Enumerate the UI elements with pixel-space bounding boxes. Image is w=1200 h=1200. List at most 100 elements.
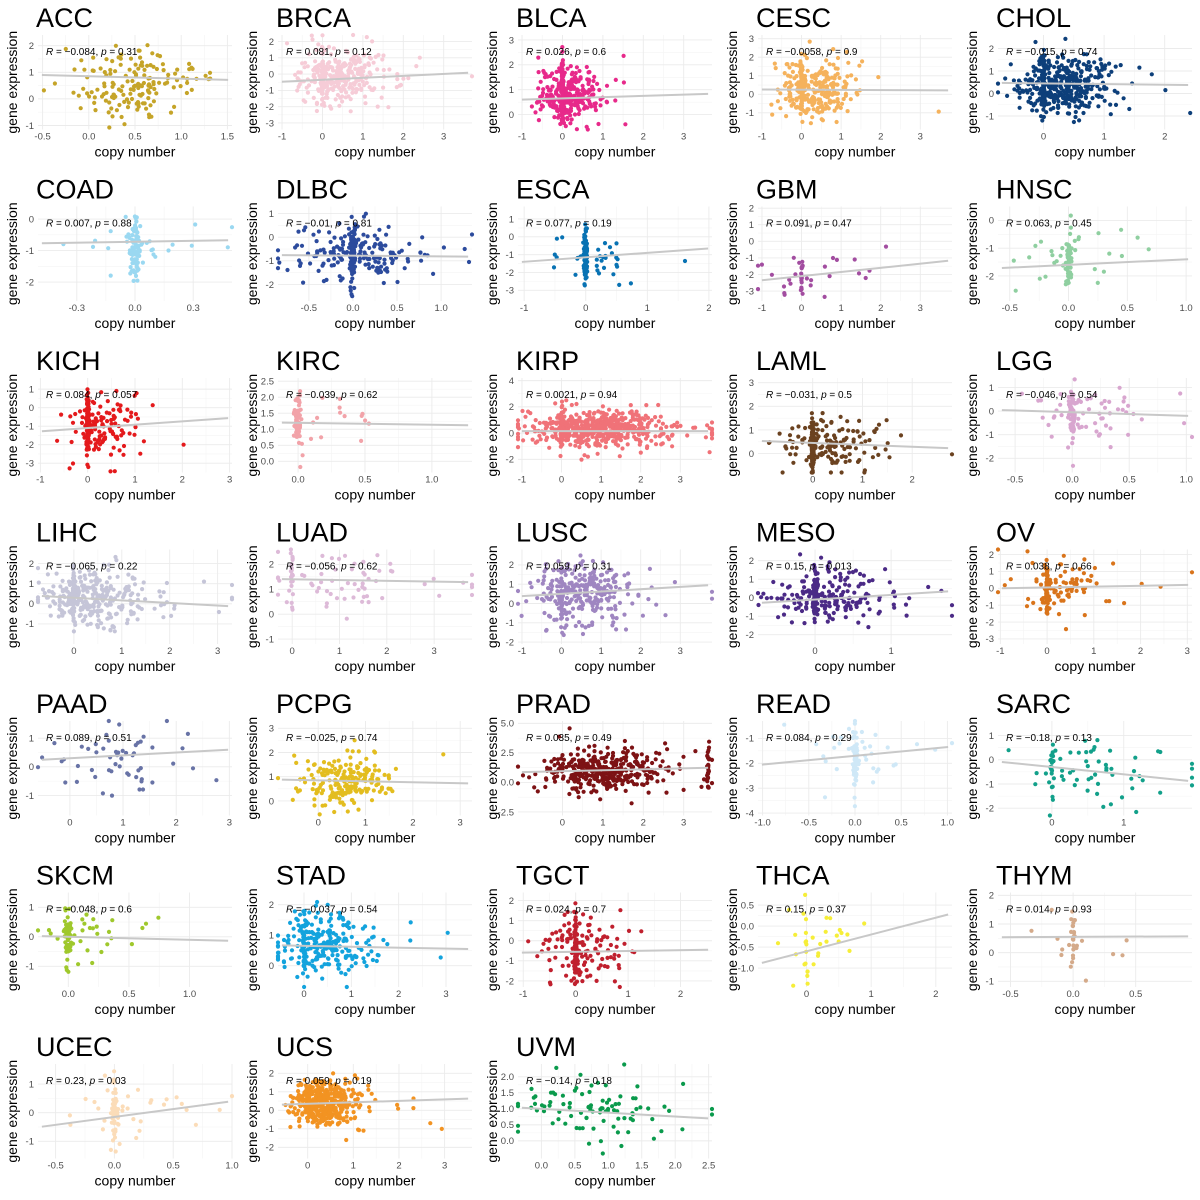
data-point xyxy=(419,258,424,263)
data-point xyxy=(1052,99,1057,105)
correlation-stats: R = 0.084, p = 0.057 xyxy=(46,390,138,401)
data-point xyxy=(1017,95,1022,100)
data-point xyxy=(949,613,955,618)
data-point xyxy=(383,267,388,272)
data-point xyxy=(620,411,625,416)
data-point xyxy=(348,82,353,87)
data-point xyxy=(1044,110,1049,115)
x-tick-label: -1 xyxy=(758,303,766,314)
data-point xyxy=(103,98,108,103)
data-point xyxy=(114,108,119,113)
data-point xyxy=(643,413,648,418)
data-point xyxy=(584,582,589,588)
data-point xyxy=(301,280,306,285)
data-point xyxy=(1182,421,1187,426)
data-point xyxy=(98,66,103,71)
data-point xyxy=(559,116,565,121)
data-point xyxy=(144,106,149,111)
data-point xyxy=(40,587,46,592)
data-point xyxy=(771,579,776,585)
data-point xyxy=(382,261,387,266)
data-point xyxy=(108,229,113,234)
data-point xyxy=(809,411,815,416)
data-point xyxy=(346,71,351,76)
data-point xyxy=(586,70,591,75)
data-point xyxy=(1076,416,1081,421)
data-point xyxy=(810,416,815,421)
data-point xyxy=(1003,76,1008,81)
data-point xyxy=(1109,69,1114,74)
correlation-stats: R = 0.077, p = 0.19 xyxy=(526,219,612,230)
data-point xyxy=(351,595,356,600)
data-point xyxy=(554,577,559,582)
data-point xyxy=(809,456,814,461)
y-tick-label: 0 xyxy=(989,89,994,100)
data-point xyxy=(586,437,591,442)
data-point xyxy=(337,405,342,410)
data-point xyxy=(808,121,814,126)
data-point xyxy=(297,82,302,87)
x-tick-label: 0 xyxy=(810,475,815,486)
data-point xyxy=(367,85,372,90)
data-point xyxy=(362,572,367,577)
y-tick-label: 0.5 xyxy=(261,441,274,452)
data-point xyxy=(831,610,836,616)
data-point xyxy=(685,433,690,438)
data-point xyxy=(554,236,560,241)
data-point xyxy=(568,106,574,111)
y-tick-label: 0 xyxy=(269,233,274,244)
data-point xyxy=(603,445,608,450)
data-point xyxy=(104,57,109,62)
data-point xyxy=(316,585,321,591)
x-axis-title: copy number xyxy=(1055,144,1136,160)
data-point xyxy=(580,83,585,88)
panel-title: CESC xyxy=(756,3,831,33)
data-point xyxy=(1067,97,1072,102)
x-tick-label: 0 xyxy=(1041,132,1046,143)
data-point xyxy=(573,575,578,580)
data-point xyxy=(613,98,618,103)
data-point xyxy=(131,247,136,252)
data-point xyxy=(1096,75,1101,80)
data-point xyxy=(466,259,472,265)
data-point xyxy=(334,80,339,85)
data-point xyxy=(90,244,96,249)
data-point xyxy=(370,87,376,93)
data-point xyxy=(867,438,872,443)
data-point xyxy=(584,247,589,252)
panel-title: LUAD xyxy=(276,518,348,548)
data-point xyxy=(544,421,549,426)
data-point xyxy=(802,621,807,626)
x-axis-title: copy number xyxy=(575,144,656,160)
y-tick-label: -1 xyxy=(26,121,34,132)
panel-title: DLBC xyxy=(276,175,348,205)
data-point xyxy=(68,414,73,419)
data-point xyxy=(529,585,534,590)
data-point xyxy=(565,587,570,593)
data-point xyxy=(563,572,568,578)
data-point xyxy=(102,431,107,436)
data-point xyxy=(1043,63,1049,68)
data-point xyxy=(277,260,282,265)
data-point xyxy=(378,241,383,246)
data-point xyxy=(861,573,867,578)
y-tick-label: 2 xyxy=(749,556,754,567)
y-tick-label: 0 xyxy=(509,599,514,610)
regression-line xyxy=(281,421,469,427)
data-point xyxy=(90,592,95,597)
data-point xyxy=(329,52,334,57)
data-point xyxy=(362,94,368,99)
data-point xyxy=(577,584,582,589)
data-point xyxy=(600,615,605,620)
data-point xyxy=(775,99,781,104)
data-point xyxy=(1112,88,1117,93)
data-point xyxy=(552,617,557,623)
data-point xyxy=(576,93,581,98)
data-point xyxy=(331,263,336,268)
data-point xyxy=(546,586,551,591)
data-point xyxy=(178,84,183,89)
data-point xyxy=(611,620,616,625)
data-point xyxy=(798,111,803,116)
data-point xyxy=(124,97,130,102)
